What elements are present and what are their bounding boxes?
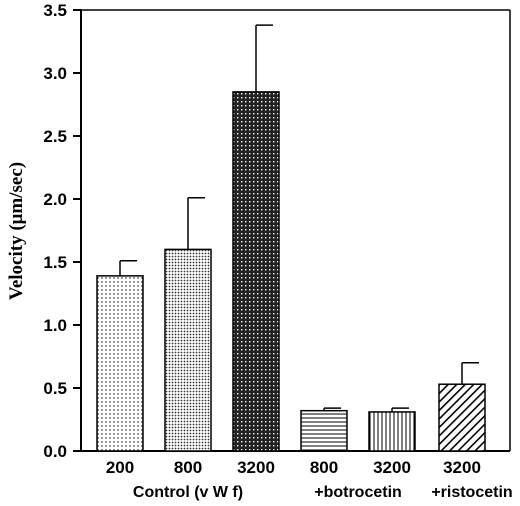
group-label: +botrocetin bbox=[314, 484, 402, 501]
y-tick-label: 2.5 bbox=[43, 127, 67, 146]
error-bar bbox=[461, 362, 479, 385]
error-bar bbox=[119, 259, 137, 276]
group-labels: Control (v W f) +botrocetin +ristocetin bbox=[133, 484, 513, 501]
category-label: 3200 bbox=[237, 458, 275, 477]
category-label: 200 bbox=[106, 458, 134, 477]
y-tick-label: 0.5 bbox=[43, 379, 67, 398]
bar bbox=[438, 383, 486, 452]
group-label: +ristocetin bbox=[431, 484, 512, 501]
y-tick-label: 3.0 bbox=[43, 64, 67, 83]
category-label: 800 bbox=[174, 458, 202, 477]
error-bar bbox=[187, 196, 205, 250]
category-label: 800 bbox=[310, 458, 338, 477]
group-label: Control (v W f) bbox=[133, 484, 243, 501]
y-axis-title: Velocity (μm/sec) bbox=[6, 162, 27, 300]
category-labels: 200 800 3200 800 3200 3200 bbox=[106, 458, 481, 477]
y-tick-label: 1.0 bbox=[43, 316, 67, 335]
bar bbox=[164, 248, 212, 452]
bar bbox=[232, 91, 280, 452]
y-tick-label: 2.0 bbox=[43, 190, 67, 209]
bars bbox=[96, 91, 486, 452]
bar bbox=[300, 409, 348, 452]
error-bars bbox=[119, 24, 479, 412]
y-ticks: 0.0 0.5 1.0 1.5 2.0 2.5 3.0 3.5 bbox=[43, 1, 81, 461]
category-label: 3200 bbox=[373, 458, 411, 477]
bar bbox=[96, 275, 144, 452]
y-tick-label: 3.5 bbox=[43, 1, 67, 20]
error-bar bbox=[255, 24, 273, 92]
bar bbox=[368, 411, 416, 452]
y-tick-label: 0.0 bbox=[43, 442, 67, 461]
category-label: 3200 bbox=[443, 458, 481, 477]
y-tick-label: 1.5 bbox=[43, 253, 67, 272]
